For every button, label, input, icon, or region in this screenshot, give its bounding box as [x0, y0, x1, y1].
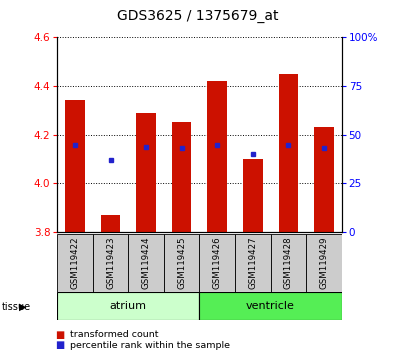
Bar	[101, 215, 120, 232]
Text: ▶: ▶	[19, 302, 26, 312]
Text: GSM119424: GSM119424	[142, 236, 150, 289]
Bar	[271, 234, 306, 292]
Text: transformed count: transformed count	[70, 330, 159, 339]
Bar	[199, 234, 235, 292]
Text: GSM119425: GSM119425	[177, 236, 186, 289]
Bar	[128, 234, 164, 292]
Text: atrium: atrium	[110, 301, 147, 311]
Text: GSM119428: GSM119428	[284, 236, 293, 289]
Bar	[65, 101, 85, 232]
Bar	[278, 74, 298, 232]
Bar	[207, 81, 227, 232]
Bar	[314, 127, 334, 232]
Text: ventricle: ventricle	[246, 301, 295, 311]
Text: percentile rank within the sample: percentile rank within the sample	[70, 341, 230, 350]
Text: GSM119423: GSM119423	[106, 236, 115, 289]
Bar	[57, 234, 93, 292]
Bar	[172, 122, 192, 232]
Bar	[136, 113, 156, 232]
Bar	[164, 234, 199, 292]
Text: GSM119422: GSM119422	[71, 236, 79, 289]
Bar	[199, 292, 342, 320]
Text: ■: ■	[55, 340, 64, 350]
Bar	[243, 159, 263, 232]
Text: GSM119429: GSM119429	[320, 236, 328, 289]
Bar	[235, 234, 271, 292]
Text: ■: ■	[55, 330, 64, 339]
Bar	[93, 234, 128, 292]
Text: tissue: tissue	[2, 302, 31, 312]
Text: GSM119426: GSM119426	[213, 236, 222, 289]
Bar	[57, 292, 199, 320]
Text: GSM119427: GSM119427	[248, 236, 257, 289]
Bar	[306, 234, 342, 292]
Text: GDS3625 / 1375679_at: GDS3625 / 1375679_at	[117, 9, 278, 23]
